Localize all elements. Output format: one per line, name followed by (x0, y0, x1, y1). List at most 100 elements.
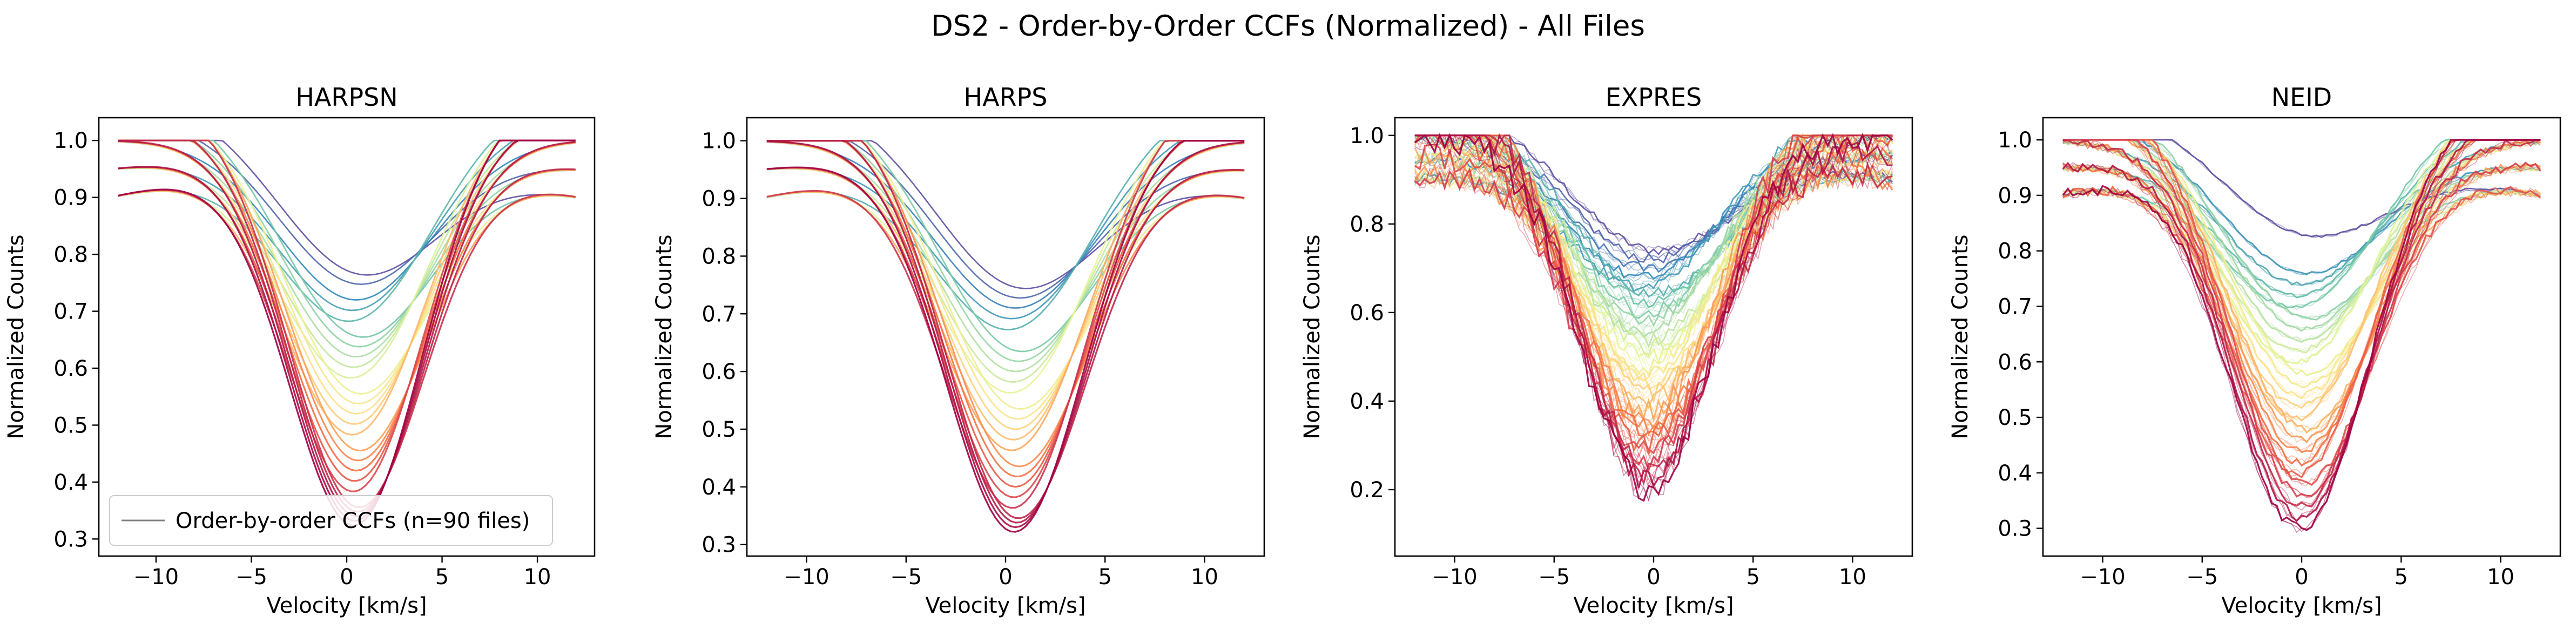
y-tick-label: 0.8 (1998, 239, 2032, 264)
ccf-line (118, 139, 576, 482)
subplot-title: HARPS (964, 83, 1048, 112)
ccf-line (2062, 139, 2541, 452)
ccf-line (2062, 139, 2541, 409)
ccf-line (1414, 134, 1893, 327)
ccf-line (766, 140, 1245, 394)
ccf-line (1414, 135, 1893, 490)
legend-label: Order-by-order CCFs (n=90 files) (176, 509, 530, 533)
x-tick-label: 0 (1647, 565, 1660, 590)
figure-title: DS2 - Order-by-Order CCFs (Normalized) -… (930, 10, 1646, 43)
ccf-line (2062, 139, 2541, 341)
ccf-line (118, 139, 576, 348)
x-tick-label: 5 (2395, 565, 2408, 590)
ccf-line (118, 139, 576, 436)
ccf-line (2062, 139, 2541, 276)
x-tick-label: 5 (1098, 565, 1112, 590)
ccf-line (2062, 139, 2541, 400)
y-tick-label: 0.3 (53, 527, 88, 552)
ccf-line (118, 139, 576, 452)
ccf-line (1414, 135, 1893, 485)
ccf-line (2062, 139, 2541, 454)
ccf-line (766, 140, 1245, 441)
ccf-line (766, 141, 1245, 430)
axes-frame (2042, 117, 2561, 557)
y-tick-label: 1.0 (702, 129, 736, 154)
ccf-line (2062, 139, 2541, 532)
ccf-line (118, 139, 576, 404)
ccf-line (1414, 134, 1893, 474)
subplot-harpsn: −10 −5 0 5 10 0.3 0.4 0.5 0.6 0.7 0.8 0.9 1.0 HARPSN V… (4, 83, 596, 618)
ccf-line (118, 140, 576, 472)
y-axis-label: Normalized Counts (4, 234, 29, 439)
ccf-line (2062, 139, 2541, 522)
ccf-line (2062, 139, 2541, 444)
ccf-line (1414, 134, 1893, 502)
ccf-line (2062, 139, 2541, 498)
ccf-line (766, 140, 1245, 529)
ccf-line (766, 140, 1245, 488)
ccf-line (766, 140, 1245, 320)
ccf-line (2062, 139, 2541, 342)
ccf-line (2062, 139, 2541, 299)
y-tick-label: 0.6 (702, 360, 736, 384)
ccf-line (2062, 139, 2541, 498)
ccf-line (2062, 139, 2541, 354)
ccf-line (2062, 139, 2541, 384)
ccf-line (2062, 139, 2541, 486)
y-tick-label: 0.7 (702, 302, 736, 327)
ccf-line (1414, 133, 1893, 488)
y-tick-label: 0.8 (1350, 212, 1384, 237)
y-tick-label: 0.6 (1998, 350, 2032, 375)
axes-frame (746, 117, 1265, 557)
y-tick-label: 0.4 (1998, 461, 2032, 486)
y-tick-label: 0.9 (53, 186, 88, 211)
ccf-line (2062, 139, 2541, 353)
ccf-line (2062, 139, 2541, 523)
ccf-line (2062, 139, 2541, 467)
x-tick-label: 0 (999, 565, 1012, 590)
ccf-line (118, 140, 576, 517)
ccf-line (2062, 139, 2541, 329)
y-tick-label: 0.4 (702, 475, 736, 500)
ccf-lines (766, 140, 1245, 533)
x-tick-label: −5 (890, 565, 922, 590)
ccf-line (2062, 139, 2541, 400)
ccf-line (2062, 139, 2541, 442)
y-tick-label: 0.8 (702, 244, 736, 269)
ccf-line (118, 139, 576, 522)
x-axis-label: Velocity [km/s] (1573, 593, 1734, 618)
x-tick-label: −5 (2186, 565, 2218, 590)
ccf-line (1414, 134, 1893, 422)
y-axis-label: Normalized Counts (652, 234, 677, 439)
legend: Order-by-order CCFs (n=90 files) (109, 495, 553, 546)
y-tick-label: 1.0 (1998, 128, 2032, 153)
ccf-line (2062, 139, 2541, 387)
ccf-line (766, 140, 1245, 353)
ccf-line (2062, 139, 2541, 511)
x-tick-label: 10 (1191, 565, 1218, 590)
ccf-line (2062, 139, 2541, 310)
ccf-line (118, 140, 576, 415)
ccf-line (2062, 139, 2541, 486)
ccf-line (1414, 134, 1893, 458)
y-tick-label: 1.0 (1350, 124, 1384, 148)
y-tick-label: 0.8 (53, 242, 88, 267)
ccf-line (2062, 139, 2541, 388)
ccf-line (2062, 139, 2541, 533)
ccf-line (1414, 134, 1893, 502)
y-tick-label: 0.9 (1998, 184, 2032, 208)
ccf-line (118, 139, 576, 395)
ccf-line (766, 140, 1245, 509)
x-tick-label: 10 (524, 565, 551, 590)
x-axis-label: Velocity [km/s] (2221, 593, 2382, 618)
ccf-line (118, 139, 576, 285)
x-tick-label: 5 (435, 565, 449, 590)
x-tick-label: 0 (2295, 565, 2308, 590)
subplot-title: NEID (2271, 83, 2332, 112)
ccf-line (1414, 134, 1893, 486)
ccf-line (766, 140, 1245, 289)
y-tick-label: 0.3 (1998, 517, 2032, 542)
ccf-line (1414, 133, 1893, 366)
